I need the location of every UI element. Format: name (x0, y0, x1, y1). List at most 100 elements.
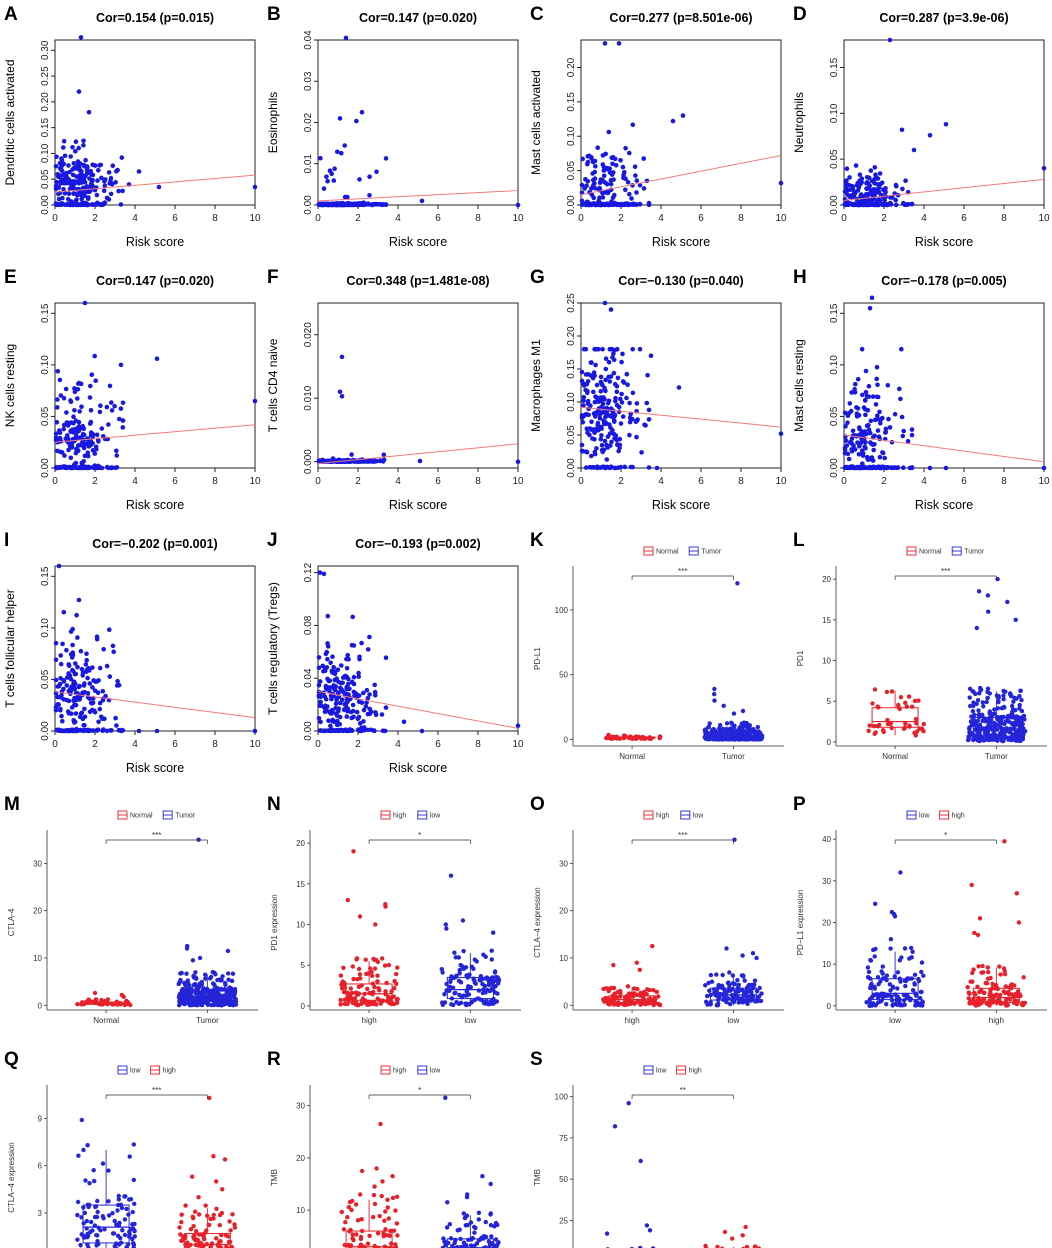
data-point (916, 978, 922, 984)
data-point (593, 164, 598, 169)
data-point (372, 458, 377, 464)
panel-letter: C (530, 4, 544, 25)
data-point (884, 689, 890, 695)
data-point (592, 169, 598, 175)
data-point (89, 701, 95, 706)
y-tick-label: 0.00 (566, 458, 577, 478)
data-point (592, 437, 597, 442)
data-point (337, 389, 343, 395)
data-point (375, 979, 380, 984)
y-tick-label: 0 (827, 1002, 832, 1011)
data-point (873, 172, 878, 177)
x-tick-label: 2 (355, 213, 361, 224)
data-point (581, 394, 587, 400)
data-point (657, 735, 662, 741)
legend-label: Normal (130, 813, 153, 820)
panel-letter: L (793, 530, 805, 551)
data-point (112, 403, 117, 409)
data-point (452, 991, 457, 996)
data-point (345, 652, 351, 658)
data-point (970, 709, 976, 714)
data-point (363, 957, 368, 962)
data-point (194, 984, 200, 989)
x-tick-label: 6 (698, 213, 704, 224)
data-point (318, 155, 323, 161)
data-point (74, 465, 79, 471)
x-axis-label: Risk score (389, 235, 447, 249)
data-point (82, 723, 87, 728)
data-point (596, 202, 602, 207)
data-point (886, 416, 891, 422)
data-point (735, 978, 740, 983)
data-point (77, 409, 82, 414)
data-point (334, 722, 340, 728)
data-point (379, 712, 385, 717)
data-point (904, 202, 910, 208)
data-point (325, 644, 331, 649)
data-point (342, 675, 348, 680)
data-point (202, 989, 208, 995)
data-point (107, 627, 112, 632)
data-point (109, 408, 115, 413)
data-point (625, 179, 631, 185)
regression-line (843, 434, 1045, 463)
data-point (92, 353, 97, 359)
data-point (872, 731, 877, 736)
data-point (488, 1000, 494, 1005)
data-point (611, 177, 616, 182)
data-point (335, 149, 340, 155)
data-point (887, 37, 893, 43)
data-point (66, 728, 72, 733)
data-point (867, 723, 872, 728)
data-point (318, 699, 323, 705)
y-tick-label: 9 (38, 1114, 43, 1123)
data-point (68, 676, 74, 682)
data-point (111, 649, 116, 655)
data-point (115, 1233, 121, 1239)
data-point (863, 440, 868, 445)
data-point (853, 201, 858, 206)
data-point (631, 986, 637, 991)
data-point (252, 728, 258, 734)
data-point (58, 653, 63, 658)
data-point (1014, 696, 1019, 701)
data-point (116, 188, 121, 194)
data-point (623, 145, 628, 151)
data-point (68, 398, 73, 403)
x-tick-label: 8 (212, 739, 218, 750)
data-point (193, 970, 198, 975)
data-point (927, 133, 933, 138)
y-tick-label: 0 (301, 1002, 306, 1011)
data-point (651, 988, 656, 993)
data-point (906, 694, 912, 699)
data-point (56, 563, 62, 569)
data-point (325, 178, 330, 184)
data-point (107, 383, 113, 389)
panel-letter: I (4, 530, 9, 551)
data-point (338, 680, 344, 686)
data-point (725, 737, 730, 742)
data-point (100, 728, 105, 733)
data-point (54, 420, 60, 425)
data-point (86, 195, 91, 200)
data-point (97, 706, 103, 712)
data-point (902, 946, 908, 951)
data-point (316, 682, 322, 688)
data-point (72, 719, 78, 725)
data-point (358, 459, 363, 464)
jitter-points (601, 943, 663, 1008)
data-point (212, 992, 217, 997)
data-point (874, 364, 880, 370)
data-point (72, 408, 77, 413)
outlier-point (976, 589, 982, 594)
plot-title: Cor=−0.193 (p=0.002) (355, 537, 480, 551)
data-point (347, 201, 353, 207)
data-point (863, 445, 868, 451)
x-tick-label: Normal (882, 752, 908, 761)
data-point (362, 727, 367, 733)
data-point (322, 728, 328, 733)
y-tick-label: 0.10 (566, 126, 577, 146)
data-point (910, 988, 916, 993)
data-point (132, 1201, 137, 1207)
